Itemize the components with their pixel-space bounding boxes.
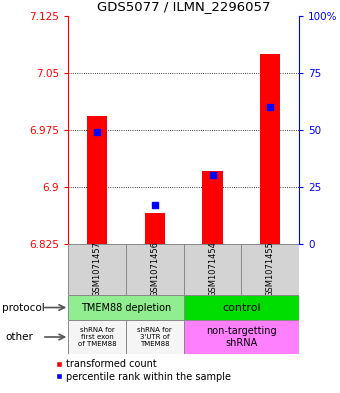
Bar [184,295,299,320]
Bar [184,244,241,295]
Text: shRNA for
3'UTR of
TMEM88: shRNA for 3'UTR of TMEM88 [137,327,172,347]
Text: control: control [222,303,261,312]
Bar [68,320,126,354]
Text: GSM1071454: GSM1071454 [208,241,217,297]
Bar [184,320,299,354]
Bar [68,244,126,295]
Text: GSM1071455: GSM1071455 [266,241,275,297]
Bar [87,116,107,244]
Bar [144,213,165,244]
Bar [126,320,184,354]
Bar [68,295,184,320]
Text: non-targetting
shRNA: non-targetting shRNA [206,326,277,348]
Text: GSM1071456: GSM1071456 [150,241,159,297]
Text: other: other [5,332,33,342]
Text: TMEM88 depletion: TMEM88 depletion [81,303,171,312]
Bar [241,244,299,295]
Legend: transformed count, percentile rank within the sample: transformed count, percentile rank withi… [56,359,231,382]
Bar [202,171,223,244]
Bar [126,244,184,295]
Title: GDS5077 / ILMN_2296057: GDS5077 / ILMN_2296057 [97,0,270,13]
Text: GSM1071457: GSM1071457 [92,241,101,297]
Text: shRNA for
first exon
of TMEM88: shRNA for first exon of TMEM88 [78,327,116,347]
Text: protocol: protocol [2,303,45,312]
Bar [260,54,280,244]
